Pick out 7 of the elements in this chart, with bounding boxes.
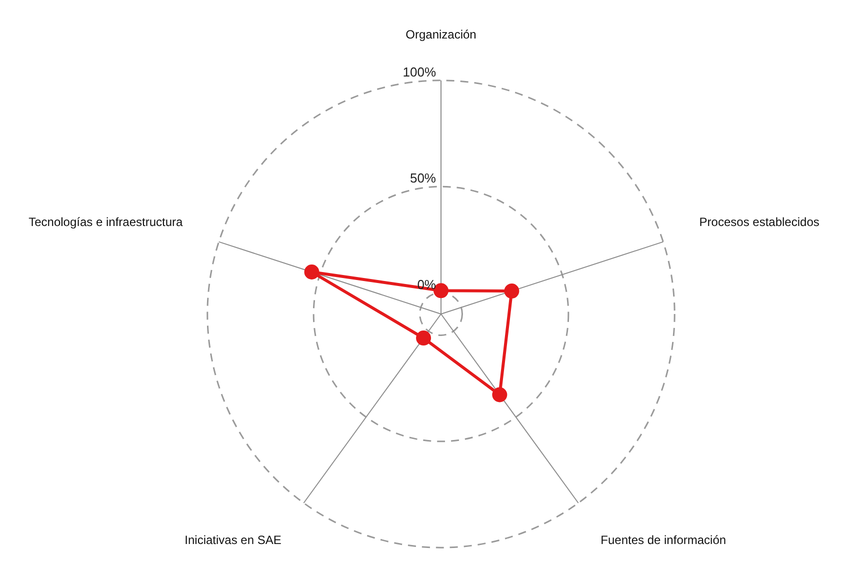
- spoke-label: Organización: [406, 28, 476, 42]
- spoke-label: Iniciativas en SAE: [184, 533, 282, 548]
- spoke-label: Fuentes de información: [600, 533, 726, 548]
- spoke-label: Procesos establecidos: [699, 215, 820, 230]
- spoke-label: Tecnologías e infraestructura: [28, 215, 184, 230]
- y-tick-label: 100%: [402, 64, 436, 80]
- y-tick-label: 50%: [410, 170, 436, 186]
